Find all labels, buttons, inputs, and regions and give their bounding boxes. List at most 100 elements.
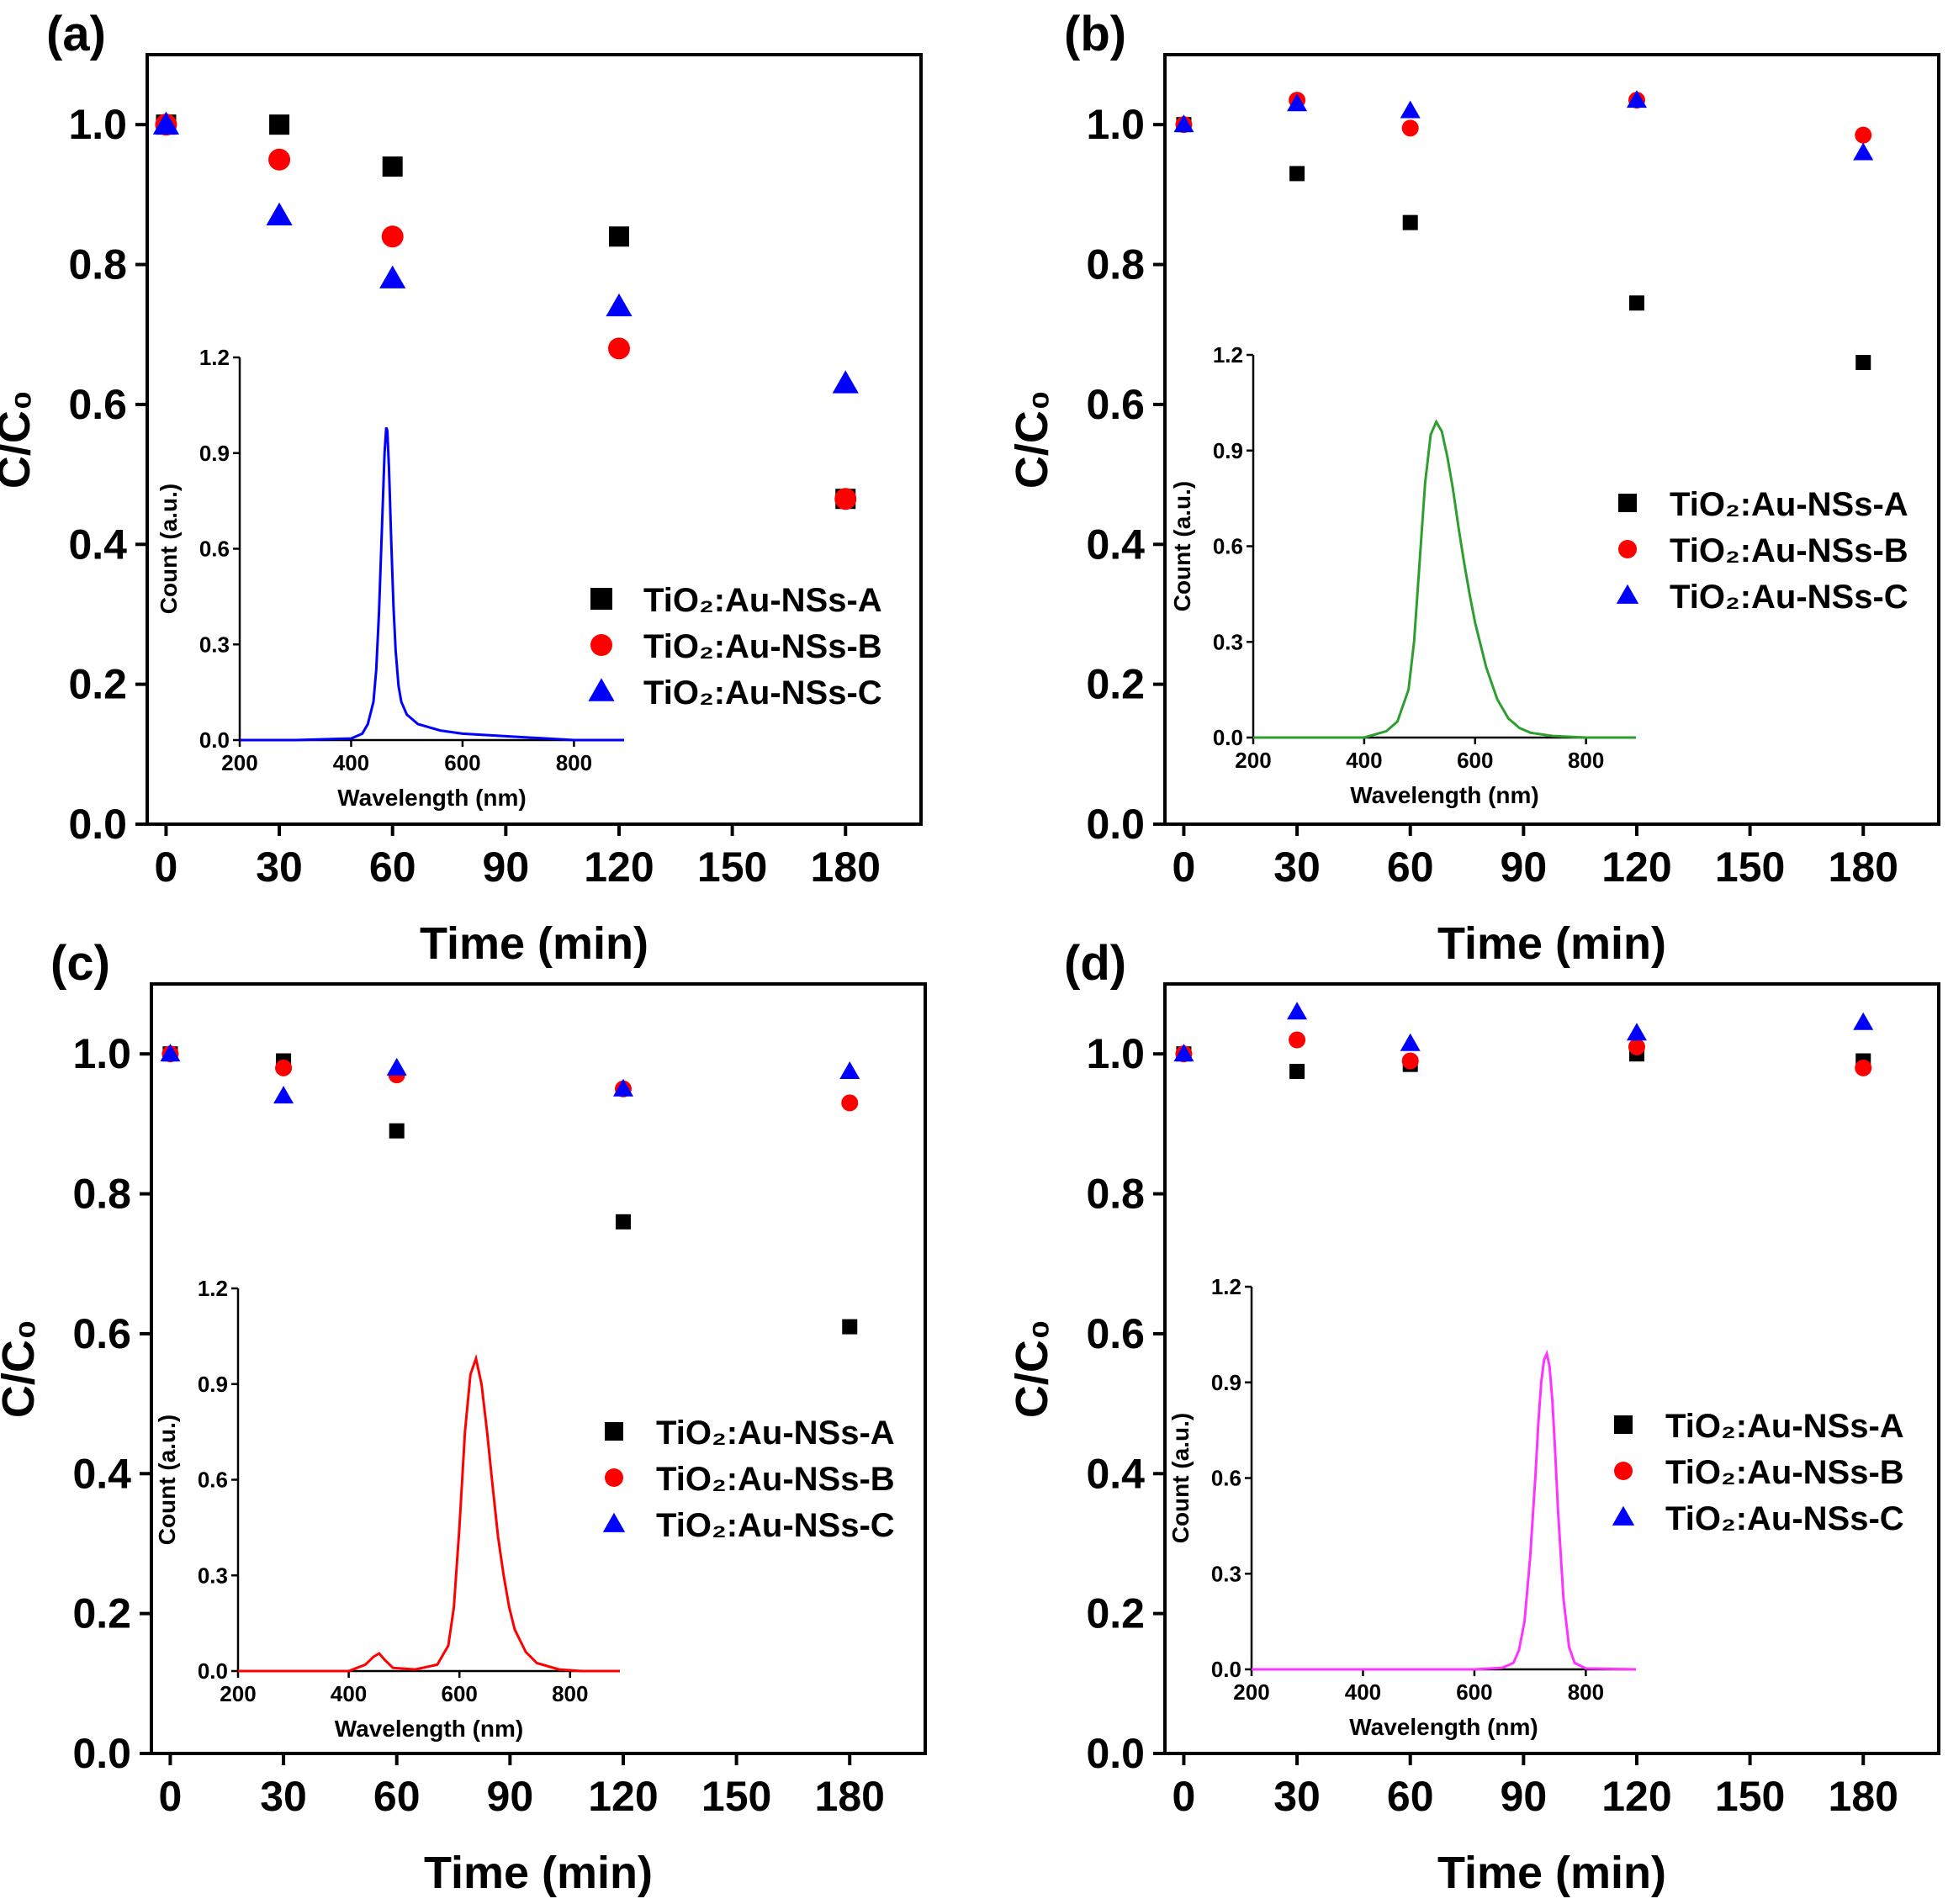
legend-label: TiO₂:Au-NSs-B [1665, 1454, 1904, 1491]
inset-y-tick-label: 0.6 [199, 537, 230, 562]
x-axis-label: Time (min) [420, 918, 648, 969]
inset-chart: 200 400 600 800 0.0 0.3 0.6 0.9 1.2 Wavelength (n… [1167, 1274, 1637, 1740]
panel-label: (d) [1064, 936, 1126, 991]
y-tick-label: 0.4 [68, 521, 127, 568]
inset-y-tick-label: 1.2 [1213, 342, 1243, 368]
data-point [1287, 93, 1308, 112]
x-axis-label: Time (min) [1437, 918, 1666, 969]
data-point [386, 1057, 407, 1076]
inset-y-axis-label: Count (a.u.) [1167, 1413, 1194, 1544]
x-axis-label: Time (min) [1437, 1848, 1666, 1898]
y-tick-label: 0.0 [68, 801, 127, 848]
inset-chart: 200 400 600 800 0.0 0.3 0.6 0.9 1.2 Wavelength (n… [1169, 342, 1636, 808]
y-tick-label: 0.4 [1086, 1450, 1145, 1497]
legend: TiO₂:Au-NSs-A TiO₂:Au-NSs-B TiO₂:Au-NSs-C [1612, 1408, 1904, 1537]
x-tick-label: 0 [1173, 844, 1196, 891]
data-point [608, 226, 629, 247]
x-tick-label: 60 [1387, 844, 1434, 891]
inset-x-tick-label: 400 [1346, 748, 1382, 773]
inset-y-tick-label: 0.0 [199, 727, 230, 753]
inset-x-tick-label: 600 [1456, 1679, 1492, 1705]
x-tick-label: 0 [155, 844, 178, 891]
legend-label: TiO₂:Au-NSs-A [1670, 486, 1908, 523]
x-tick-label: 30 [1273, 844, 1321, 891]
panel-2: (c) 0 30 60 90 120 150 180 0.0 0.2 0.4 0.6 0.8 1.0 Tim… [0, 936, 927, 1898]
inset-x-tick-label: 600 [1457, 748, 1493, 773]
plot-frame [1163, 53, 1940, 826]
y-tick-label: 1.0 [1086, 1030, 1145, 1077]
x-tick-label: 150 [701, 1773, 771, 1820]
legend-marker [602, 1512, 626, 1532]
y-tick-label: 0.0 [1086, 1730, 1145, 1777]
x-tick-label: 30 [256, 844, 303, 891]
x-tick-label: 180 [1829, 844, 1898, 891]
plot-frame [146, 53, 923, 826]
y-tick-label: 1.0 [1086, 101, 1145, 148]
inset-y-tick-label: 0.3 [1211, 1561, 1241, 1586]
inset-y-tick-label: 0.9 [1211, 1370, 1241, 1395]
legend-marker [1614, 1415, 1633, 1434]
legend-marker [605, 1422, 623, 1441]
inset-x-tick-label: 800 [556, 750, 592, 775]
data-point [379, 265, 406, 288]
inset-x-tick-label: 400 [331, 1681, 367, 1706]
legend-label: TiO₂:Au-NSs-C [1665, 1500, 1904, 1537]
x-tick-label: 150 [1715, 844, 1785, 891]
y-tick-label: 0.8 [72, 1171, 131, 1218]
data-point [1289, 166, 1305, 182]
y-tick-label: 0.2 [68, 661, 127, 708]
legend-marker [1614, 1462, 1633, 1480]
data-point [839, 1060, 860, 1079]
data-point [1853, 1012, 1874, 1030]
data-point [1626, 90, 1647, 108]
inset-y-axis-label: Count (a.u.) [156, 484, 182, 615]
legend-marker [588, 678, 615, 701]
inset-y-tick-label: 0.6 [1211, 1466, 1241, 1491]
data-point [615, 1214, 631, 1230]
y-axis-label: C/C₀ [0, 390, 40, 489]
inset-x-axis-label: Wavelength (nm) [1350, 782, 1539, 808]
y-tick-label: 0.0 [72, 1730, 131, 1777]
panel-label: (c) [50, 936, 110, 991]
inset-y-tick-label: 0.0 [198, 1658, 228, 1684]
panel-label: (b) [1064, 7, 1126, 61]
data-point [1287, 1002, 1308, 1020]
x-tick-label: 90 [483, 844, 530, 891]
data-point [269, 114, 290, 135]
y-tick-label: 0.2 [1086, 1590, 1145, 1637]
legend-marker [1616, 584, 1639, 604]
data-point [275, 1059, 293, 1076]
y-tick-label: 1.0 [72, 1030, 131, 1077]
legend: TiO₂:Au-NSs-A TiO₂:Au-NSs-B TiO₂:Au-NSs-C [1616, 486, 1908, 616]
inset-y-tick-label: 0.0 [1211, 1657, 1241, 1682]
y-tick-label: 0.6 [1086, 1310, 1145, 1357]
inset-y-tick-label: 0.3 [199, 632, 230, 657]
inset-x-tick-label: 800 [552, 1681, 588, 1706]
data-point [1289, 1063, 1305, 1079]
data-point [1628, 295, 1644, 311]
inset-x-tick-label: 400 [1345, 1679, 1381, 1705]
spectrum-line [240, 426, 624, 742]
y-axis-label: C/C₀ [0, 1320, 44, 1418]
data-point [607, 337, 630, 360]
y-tick-label: 0.6 [1086, 381, 1145, 428]
panel-3: (d) 0 30 60 90 120 150 180 0.0 0.2 0.4 0.6 0.8 1.0 Tim… [1007, 936, 1940, 1898]
data-point [381, 225, 404, 248]
legend-label: TiO₂:Au-NSs-B [656, 1461, 895, 1498]
data-point [832, 370, 859, 394]
inset-x-tick-label: 600 [444, 750, 480, 775]
legend-marker [1618, 540, 1637, 558]
inset-chart: 200 400 600 800 0.0 0.3 0.6 0.9 1.2 Wavelength (n… [154, 1276, 620, 1742]
inset-y-tick-label: 0.0 [1213, 725, 1243, 750]
x-tick-label: 0 [1173, 1773, 1196, 1820]
inset-x-tick-label: 200 [1233, 1679, 1269, 1705]
legend-label: TiO₂:Au-NSs-A [1665, 1408, 1904, 1445]
inset-y-tick-label: 1.2 [199, 345, 230, 370]
plot-frame [150, 982, 927, 1755]
inset-x-axis-label: Wavelength (nm) [337, 785, 527, 811]
x-tick-label: 150 [697, 844, 767, 891]
x-tick-label: 90 [1501, 844, 1548, 891]
legend-marker [1618, 494, 1637, 512]
inset-y-tick-label: 0.9 [199, 441, 230, 466]
